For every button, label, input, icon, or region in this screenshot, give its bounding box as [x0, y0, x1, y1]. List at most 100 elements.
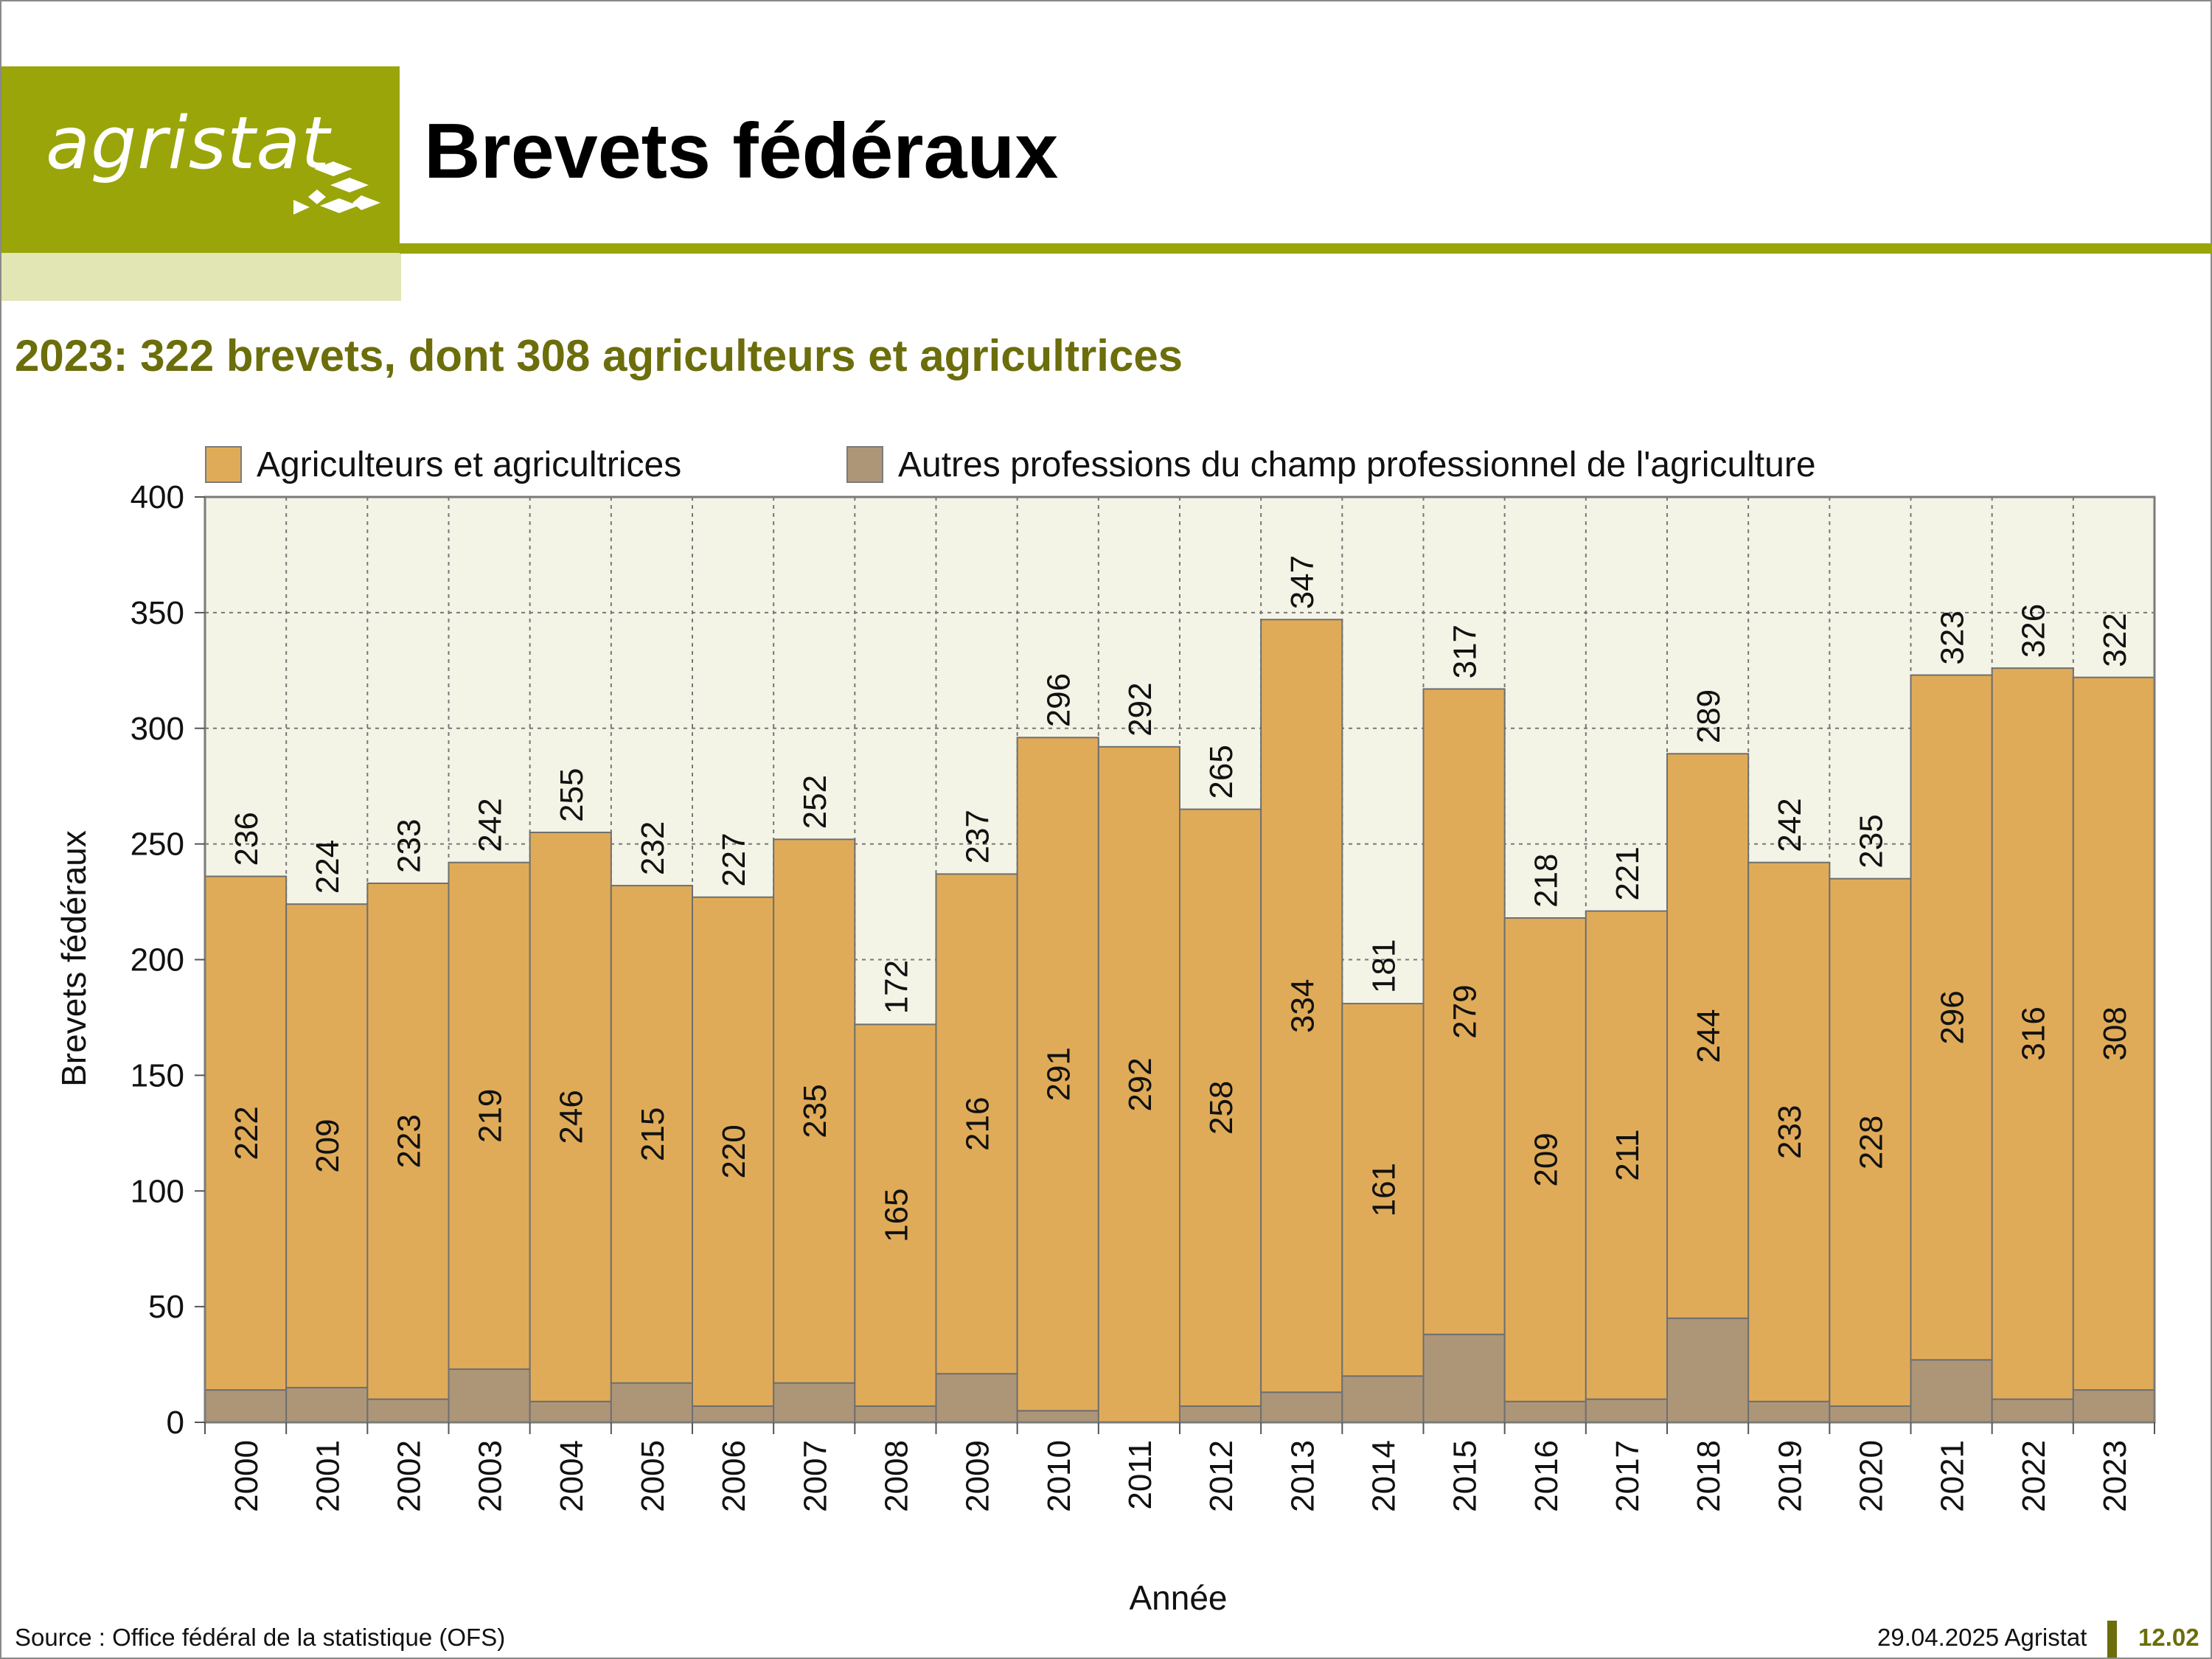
- y-tick-label: 400: [131, 479, 184, 515]
- bar-autres: [854, 1405, 937, 1423]
- total-label: 232: [635, 821, 671, 875]
- total-label: 317: [1447, 625, 1484, 678]
- bar-autres: [285, 1386, 369, 1423]
- agriculteurs-value-label: 209: [1528, 1133, 1565, 1186]
- bar-autres: [1016, 1410, 1099, 1423]
- bar-autres: [1829, 1405, 1912, 1423]
- agriculteurs-value-label: 246: [554, 1090, 590, 1144]
- bar-agriculteurs: [285, 903, 369, 1388]
- x-tick-label: 2020: [1853, 1440, 1889, 1512]
- total-label: 237: [960, 810, 996, 863]
- agriculteurs-value-label: 216: [960, 1097, 996, 1151]
- bar-agriculteurs: [1097, 745, 1181, 1423]
- bar-agriculteurs: [1341, 1003, 1425, 1377]
- total-label: 236: [229, 812, 265, 866]
- bar-agriculteurs: [1910, 674, 1993, 1361]
- y-tick-label: 100: [131, 1173, 184, 1209]
- total-label: 235: [1853, 814, 1889, 868]
- total-label: 322: [2097, 613, 2133, 667]
- bar-autres: [1585, 1398, 1668, 1423]
- bar-autres: [1260, 1391, 1343, 1424]
- x-tick-label: 2003: [473, 1440, 509, 1512]
- agriculteurs-value-label: 233: [1772, 1105, 1808, 1159]
- chart-subtitle: 2023: 322 brevets, dont 308 agriculteurs…: [15, 331, 1183, 380]
- agriculteurs-value-label: 235: [797, 1084, 833, 1138]
- bar-agriculteurs: [1829, 877, 1912, 1408]
- bar-autres: [204, 1389, 288, 1423]
- bar-autres: [1179, 1405, 1262, 1423]
- agriculteurs-value-label: 222: [229, 1106, 265, 1160]
- legend-item-agriculteurs: Agriculteurs et agricultrices: [205, 442, 681, 487]
- bar-autres: [610, 1382, 693, 1423]
- bar-autres: [1910, 1359, 1993, 1423]
- bar-agriculteurs: [1260, 619, 1343, 1394]
- x-tick-label: 2016: [1528, 1440, 1565, 1512]
- x-tick-label: 2004: [554, 1440, 590, 1512]
- x-tick-label: 2001: [310, 1440, 346, 1512]
- x-tick-label: 2023: [2097, 1440, 2133, 1512]
- total-label: 242: [1772, 798, 1808, 852]
- agriculteurs-value-label: 165: [878, 1188, 914, 1242]
- agriculteurs-value-label: 258: [1203, 1081, 1239, 1135]
- x-tick-label: 2014: [1366, 1440, 1402, 1512]
- bar-agriculteurs: [204, 875, 288, 1391]
- agriculteurs-value-label: 292: [1122, 1057, 1158, 1111]
- bar-agriculteurs: [366, 882, 450, 1400]
- total-label: 218: [1528, 854, 1565, 908]
- agriculteurs-value-label: 223: [391, 1114, 427, 1168]
- x-tick-label: 2005: [635, 1440, 671, 1512]
- legend-label-agriculteurs: Agriculteurs et agricultrices: [257, 445, 682, 484]
- x-tick-label: 2013: [1284, 1440, 1321, 1512]
- bar-agriculteurs: [1016, 737, 1099, 1412]
- bar-agriculteurs: [529, 831, 612, 1402]
- x-tick-label: 2021: [1935, 1440, 1971, 1512]
- total-label: 181: [1366, 939, 1402, 993]
- y-tick-label: 50: [148, 1289, 184, 1325]
- total-label: 326: [2016, 604, 2052, 658]
- x-tick-label: 2019: [1772, 1440, 1808, 1512]
- x-tick-label: 2010: [1041, 1440, 1077, 1512]
- x-tick-label: 2015: [1447, 1440, 1484, 1512]
- page-title: Brevets fédéraux: [424, 108, 1059, 195]
- total-label: 227: [716, 832, 752, 886]
- agriculteurs-value-label: 334: [1284, 979, 1321, 1033]
- bar-autres: [935, 1373, 1018, 1424]
- bar-agriculteurs: [1422, 688, 1506, 1335]
- bar-autres: [448, 1368, 531, 1424]
- total-label: 224: [310, 840, 346, 894]
- bar-agriculteurs: [854, 1023, 937, 1408]
- total-label: 296: [1041, 673, 1077, 727]
- bar-agriculteurs: [2072, 676, 2155, 1391]
- total-label: 242: [473, 798, 509, 852]
- bar-agriculteurs: [935, 873, 1018, 1375]
- x-tick-label: 2006: [716, 1440, 752, 1512]
- bar-agriculteurs: [1503, 917, 1587, 1402]
- bar-autres: [1747, 1400, 1831, 1423]
- bar-autres: [1503, 1400, 1587, 1423]
- bar-agriculteurs: [773, 838, 856, 1384]
- agriculteurs-value-label: 228: [1853, 1116, 1889, 1169]
- bar-agriculteurs: [610, 885, 693, 1384]
- bar-agriculteurs: [692, 896, 775, 1408]
- header-rule: [400, 243, 2212, 254]
- footer-source: Source : Office fédéral de la statistiqu…: [15, 1624, 506, 1651]
- agristat-logo: [1, 66, 400, 253]
- agriculteurs-value-label: 215: [635, 1107, 671, 1161]
- agriculteurs-value-label: 161: [1366, 1163, 1402, 1217]
- x-tick-label: 2002: [391, 1440, 427, 1512]
- bar-autres: [2072, 1389, 2155, 1423]
- agriculteurs-value-label: 219: [473, 1089, 509, 1143]
- bar-autres: [1991, 1398, 2074, 1423]
- legend-item-autres: Autres professions du champ professionne…: [846, 442, 1816, 487]
- total-label: 233: [391, 819, 427, 873]
- legend-label-autres: Autres professions du champ professionne…: [898, 445, 1816, 484]
- total-label: 292: [1122, 682, 1158, 736]
- legend-swatch-agriculteurs: [205, 446, 242, 483]
- bar-agriculteurs: [1991, 667, 2074, 1400]
- agriculteurs-value-label: 244: [1691, 1009, 1727, 1062]
- total-label: 347: [1284, 555, 1321, 609]
- agriculteurs-value-label: 279: [1447, 984, 1484, 1038]
- agriculteurs-value-label: 308: [2097, 1006, 2133, 1060]
- x-tick-label: 2000: [229, 1440, 265, 1512]
